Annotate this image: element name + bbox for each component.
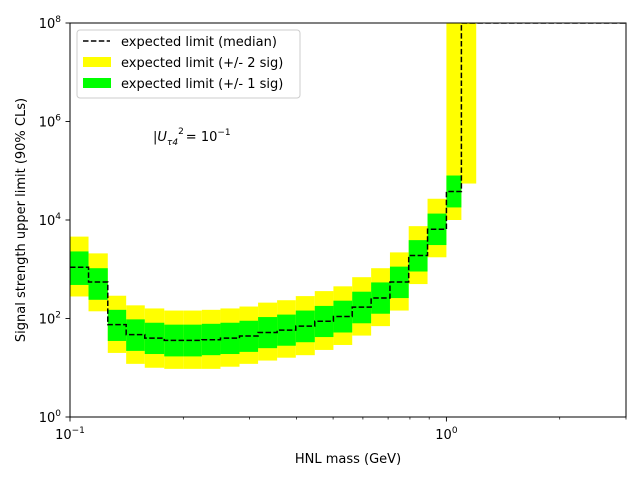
band-2sig-bin-20 xyxy=(446,23,462,220)
annot-sub: τ4 xyxy=(167,138,178,148)
band-1sig-bin-19 xyxy=(427,213,447,246)
median-series-line xyxy=(70,23,626,342)
x-tick-label-1: 100 xyxy=(435,426,458,443)
band-1sig-bin-1 xyxy=(88,268,108,300)
legend-median-label: expected limit (median) xyxy=(121,35,277,50)
y-axis: 100 102 104 106 108 xyxy=(39,15,70,426)
y-tick-label-0: 100 xyxy=(39,409,62,426)
band-1sig-bin-8 xyxy=(220,322,240,355)
annot-sup: 2 xyxy=(178,127,184,137)
band-1sig-bin-11 xyxy=(277,314,296,346)
legend-box xyxy=(76,29,301,99)
x-tick-label-0: 10−1 xyxy=(55,426,85,443)
legend-1sig-label: expected limit (+/- 1 sig) xyxy=(121,77,283,92)
y-tick-label-2: 104 xyxy=(39,212,62,229)
y-tick-label-1: 102 xyxy=(39,311,61,328)
annot-rest: = 10 xyxy=(186,130,218,145)
y-tick-label-3: 106 xyxy=(39,114,62,131)
y-tick-label-4: 108 xyxy=(39,15,62,32)
band-1sig-series xyxy=(70,175,462,357)
x-axis: 10−1 100 xyxy=(55,417,627,443)
band-2sig-bin-21 xyxy=(461,23,477,184)
band-1sig-bin-20 xyxy=(446,175,462,208)
x-axis-label: HNL mass (GeV) xyxy=(295,452,401,467)
legend-1sig-swatch xyxy=(83,78,111,88)
annot-base: |U xyxy=(153,130,167,145)
y-axis-label: Signal strength upper limit (90% CLs) xyxy=(14,98,29,342)
legend: expected limit (median) expected limit (… xyxy=(76,29,301,99)
band-1sig-bin-3 xyxy=(126,319,145,351)
legend-2sig-swatch xyxy=(83,57,111,67)
coupling-annotation: |Uτ42 = 10−1 xyxy=(153,127,231,148)
annot-exp: −1 xyxy=(217,128,230,138)
legend-2sig-label: expected limit (+/- 2 sig) xyxy=(121,56,283,71)
band-1sig-bin-14 xyxy=(333,300,353,333)
band-1sig-bin-13 xyxy=(314,305,334,338)
band-1sig-bin-6 xyxy=(183,324,202,357)
band-1sig-bin-0 xyxy=(70,251,89,285)
band-1sig-bin-12 xyxy=(295,310,315,343)
band-1sig-bin-16 xyxy=(371,282,390,314)
